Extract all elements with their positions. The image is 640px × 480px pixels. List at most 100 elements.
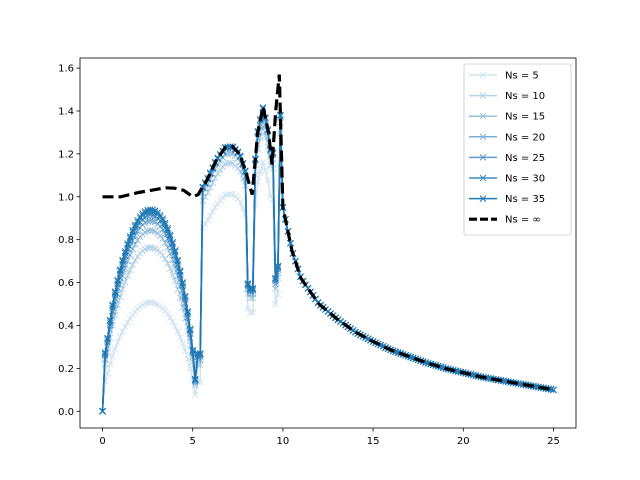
series-point [209,179,217,186]
series-point [221,191,229,199]
series-point [219,163,227,171]
series-point [121,247,129,255]
series-point [249,284,257,292]
y-tick-label: 1.0 [58,192,74,203]
legend-label: Ns = ∞ [505,215,541,226]
y-tick-label: 1.6 [58,64,74,75]
legend-label: Ns = 30 [505,174,545,185]
y-tick-label: 0.4 [58,321,74,332]
series-point [141,245,149,253]
legend-marker [479,174,487,182]
series-point [154,246,162,254]
series-point [106,316,114,324]
y-axis: 0.0 0.2 0.4 0.6 0.8 1.0 1.2 1.4 1.6 [58,64,80,418]
series-point [121,278,129,286]
legend-item [469,174,497,182]
series-point [141,300,149,308]
series-point [139,301,146,309]
series-point [231,162,239,169]
series-point [221,160,229,168]
series-point [146,244,154,251]
series-point [191,375,199,383]
series-point [161,239,169,247]
x-tick-label: 20 [457,436,470,447]
series-point [131,241,139,248]
series-point [149,299,156,306]
series-point [204,216,212,224]
series-point [119,328,126,335]
series-point [126,233,134,240]
series-point [174,328,182,336]
x-tick-label: 10 [277,436,290,447]
legend-label: Ns = 35 [505,194,545,205]
series-point [156,249,164,256]
series-point [164,225,172,232]
series-point [171,278,179,285]
series-point [201,220,209,228]
series-point [126,315,134,322]
series-point [214,200,222,207]
series-point [134,253,141,260]
series-point [111,288,119,296]
series-point [191,377,199,385]
series-point [219,194,227,202]
series-point [246,285,254,292]
series-point [216,166,224,174]
legend-item [469,112,497,120]
y-tick-label: 0.2 [58,364,74,375]
legend-marker [479,71,487,79]
series-point [191,391,199,399]
series-point [131,308,139,316]
legend: Ns = 5 Ns = 10 Ns = 15 Ns = 20 Ns = 25 Ns = 3… [463,63,572,236]
series-point [229,191,237,198]
series-point [272,285,279,293]
series-point [184,308,192,315]
series-point [274,262,282,270]
plot-frame [79,57,577,429]
series-point [114,338,121,346]
series-point [246,309,254,316]
series-point [224,191,232,198]
series-point [234,195,242,203]
legend-marker [479,92,487,99]
legend-marker [479,133,487,141]
series-point [189,346,197,354]
y-tick-label: 0.0 [58,407,74,418]
series-point [151,228,159,235]
series-point [109,301,116,309]
y-tick-label: 0.8 [58,235,74,246]
series-point [134,305,141,313]
series-point [226,190,234,198]
legend-item [469,154,497,161]
x-tick-label: 5 [190,436,196,447]
series-point [184,355,192,363]
series-point [274,291,282,298]
series-point [229,159,237,167]
series-point [111,311,119,319]
legend-item [469,92,497,99]
series-point [121,323,129,331]
series-point [211,203,219,211]
series-point [161,219,169,227]
series-point [272,276,279,284]
series-point [119,285,126,293]
series-point [249,294,257,302]
reference-line [102,74,554,392]
series-point [159,251,167,259]
y-tick-label: 0.6 [58,278,74,289]
series-point [161,307,169,315]
series-point [231,193,239,200]
series-point [166,265,174,273]
series-point [136,250,144,257]
series-point [181,347,189,355]
series-point [272,300,279,308]
series-point [272,277,279,285]
series-point [252,200,259,208]
series-point [257,168,264,176]
legend-marker [479,154,487,161]
series-point [272,274,279,282]
legend-item [469,133,497,141]
series-point [244,305,252,312]
series-point [139,247,146,255]
series-point [149,244,156,252]
